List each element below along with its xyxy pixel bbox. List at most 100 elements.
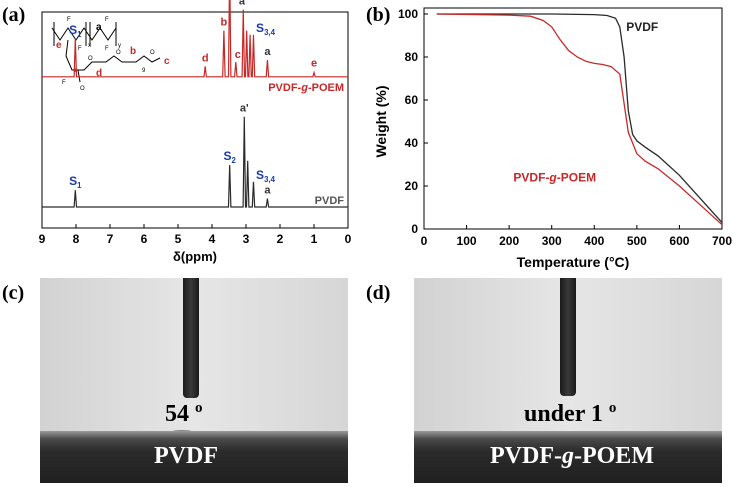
sample-name-prefix: PVDF- (490, 443, 562, 469)
x-tick-label: 300 (542, 234, 562, 248)
repeat-9: 9 (142, 68, 146, 74)
atom-o-3: O (116, 50, 121, 56)
x-tick-label: 200 (499, 234, 519, 248)
substrate-surface (40, 431, 348, 483)
x-tick-label: 3 (243, 232, 250, 246)
polymer-backbone (51, 27, 117, 41)
x-tick-label: 0 (345, 232, 352, 246)
repeat-x: x (88, 43, 91, 49)
tga-plot-area: PVDF PVDF-g-POEM (436, 13, 723, 226)
tga-axes: 0 100 200 300 400 500 600 700 0 20 40 60 80 100 Temper… (373, 7, 732, 270)
peak-label-1-1-sub: 2 (232, 156, 237, 165)
repeat-z: z (74, 68, 77, 74)
spectrum-line-0 (42, 0, 348, 78)
legend-0-suffix: -POEM (308, 82, 344, 94)
peak-label-0-0-main: S (69, 23, 77, 37)
angle-number: under 1 (524, 401, 603, 427)
atom-f-4: F (105, 46, 109, 52)
plot-frame (423, 7, 723, 230)
atom-f-5: F (62, 80, 66, 86)
peak-label-0-4: c (235, 49, 241, 61)
structure-label-b: b (130, 46, 136, 57)
peak-label-0-2: b (221, 17, 228, 29)
peak-label-0-8-main: S (256, 21, 264, 35)
sample-name-italic: g (561, 443, 574, 469)
tga-chart: 0 100 200 300 400 500 600 700 0 20 40 60 80 100 Temper… (373, 7, 732, 270)
peak-label-1-0-sub: 1 (77, 181, 82, 190)
x-tick-label: 5 (175, 232, 182, 246)
legend-pvdf-g-poem-italic: g (548, 171, 557, 185)
side-chain (65, 39, 161, 71)
spectrum-line-1 (42, 116, 348, 208)
structure-label-c: c (164, 56, 170, 67)
peak-label-0-2-main: b (221, 17, 228, 29)
atom-o-4: O (150, 50, 155, 56)
tga-line-0 (436, 13, 723, 224)
x-tick-label: 1 (311, 232, 318, 246)
x-tick-label: 2 (277, 232, 284, 246)
structure-label-a: a (96, 22, 102, 33)
peak-label-0-5: a' (239, 0, 248, 8)
needle (560, 278, 576, 396)
contact-angle-value: 54 o (165, 400, 203, 428)
legend-1-prefix: PVDF (315, 195, 345, 207)
atom-o-2: O (88, 56, 93, 62)
atom-f-2: F (78, 46, 82, 52)
peak-label-1-0-main: S (69, 174, 77, 188)
angle-number: 54 (165, 401, 189, 427)
panel-label-c: (c) (2, 282, 25, 304)
degree-mark: o (195, 400, 203, 416)
structure-label-d: d (96, 68, 102, 79)
legend-pvdf: PVDF (626, 20, 658, 34)
x-axis-label: Temperature (°C) (517, 254, 630, 270)
peak-label-0-10-main: e (311, 58, 317, 70)
panel-label-b: (b) (366, 4, 391, 26)
y-tick-label: 80 (405, 50, 419, 64)
sample-name-suffix: -POEM (573, 443, 654, 469)
tga-line-1 (436, 13, 723, 226)
peak-label-0-0: S1 (69, 23, 82, 39)
y-tick-label: 100 (398, 7, 418, 21)
legend-1: PVDF (315, 195, 345, 207)
degree-mark: o (608, 400, 617, 416)
x-tick-label: 6 (141, 232, 148, 246)
x-tick-label: 100 (457, 234, 477, 248)
peak-label-1-2-main: a' (240, 103, 249, 115)
x-tick-label: 600 (669, 234, 689, 248)
peak-label-0-9: a (264, 46, 271, 58)
peak-label-0-1-main: d (202, 52, 209, 64)
peak-label-0-9-main: a (264, 46, 271, 58)
y-tick-label: 20 (405, 179, 419, 193)
peak-label-1-2: a' (240, 103, 249, 115)
y-tick-label: 0 (411, 222, 418, 236)
y-tick-label: 60 (405, 93, 419, 107)
peak-label-1-1-main: S (224, 149, 232, 163)
contact-angle-photo-pvdf-g-poem: under 1 o PVDF-g-POEM (414, 278, 722, 483)
panel-label-a: (a) (2, 4, 26, 26)
legend-0: PVDF-g-POEM (268, 82, 344, 94)
x-axis-label: δ(ppm) (173, 249, 217, 264)
peak-label-1-4-sub: 3,4 (264, 175, 276, 184)
atom-f-3: F (105, 17, 109, 23)
carbonyl-bond (77, 69, 81, 83)
contact-angle-value: under 1 o (524, 400, 616, 428)
nmr-plot-area: S1dbS2ca'S3,4aePVDF-g-POEMS1S2a'S3,4aPVD… (42, 0, 348, 208)
plot-frame (41, 11, 349, 229)
needle (183, 278, 199, 398)
sample-name: PVDF-g-POEM (490, 443, 654, 470)
substrate-surface (414, 431, 722, 483)
panel-label-d: (d) (366, 282, 391, 304)
legend-0-italic: g (300, 82, 308, 94)
x-tick-label: 0 (421, 234, 428, 248)
sample-name: PVDF (154, 443, 218, 469)
x-tick-label: 700 (712, 234, 732, 248)
peak-label-0-4-main: c (235, 49, 241, 61)
peak-label-1-1: S2 (224, 149, 237, 165)
legend-pvdf-prefix: PVDF (626, 20, 658, 34)
x-tick-label: 500 (627, 234, 647, 248)
repeat-y: y (118, 43, 121, 49)
peak-label-0-8-sub: 3,4 (264, 28, 276, 37)
peak-label-1-5: a (264, 185, 271, 197)
peak-label-0-8: S3,4 (256, 21, 276, 37)
peak-label-1-0: S1 (69, 174, 82, 190)
